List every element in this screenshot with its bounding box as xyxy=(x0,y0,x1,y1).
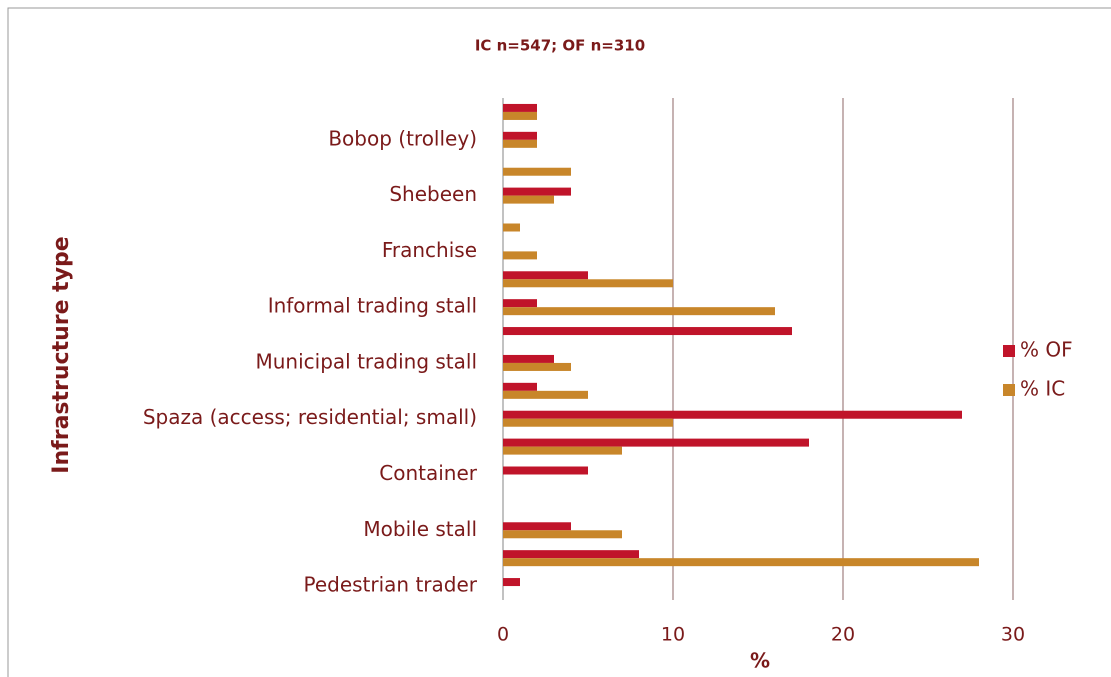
y-tick-label: Shebeen xyxy=(389,182,477,206)
legend-label: % IC xyxy=(1020,377,1065,401)
bar xyxy=(503,167,571,176)
bar xyxy=(503,418,673,427)
legend-label: % OF xyxy=(1020,338,1073,362)
bar xyxy=(503,327,792,336)
bar xyxy=(503,131,537,140)
x-tick-label: 30 xyxy=(1001,624,1025,646)
bar xyxy=(503,279,673,288)
chart-title: IC n=547; OF n=310 xyxy=(475,37,645,55)
bar xyxy=(503,362,571,371)
x-tick-label: 0 xyxy=(497,624,509,646)
bar xyxy=(503,382,537,391)
bar xyxy=(503,530,622,539)
bar xyxy=(503,522,571,531)
y-tick-label: Franchise xyxy=(382,238,477,262)
bar xyxy=(503,111,537,120)
bar xyxy=(503,187,571,196)
legend-swatch xyxy=(1003,345,1015,357)
y-tick-label: Container xyxy=(379,461,478,485)
x-axis-title: % xyxy=(750,649,770,673)
bar xyxy=(503,550,639,559)
y-tick-label: Informal trading stall xyxy=(268,294,477,318)
bar xyxy=(503,438,809,447)
y-tick-label: Bobop (trolley) xyxy=(328,126,477,150)
x-tick-label: 20 xyxy=(831,624,855,646)
bar xyxy=(503,223,520,232)
bar xyxy=(503,251,537,260)
bar xyxy=(503,271,588,280)
bar xyxy=(503,466,588,475)
bar xyxy=(503,103,537,112)
y-tick-label: Spaza (access; residential; small) xyxy=(143,405,477,429)
bar xyxy=(503,307,775,316)
bar xyxy=(503,558,979,567)
legend-swatch xyxy=(1003,384,1015,396)
y-tick-label: Mobile stall xyxy=(363,517,477,541)
bar xyxy=(503,354,554,363)
y-tick-label: Municipal trading stall xyxy=(255,349,477,373)
bar xyxy=(503,390,588,399)
bar xyxy=(503,410,962,419)
y-tick-label: Pedestrian trader xyxy=(303,573,477,597)
chart-frame xyxy=(7,7,1111,677)
x-tick-label: 10 xyxy=(661,624,685,646)
bar xyxy=(503,446,622,455)
bar xyxy=(503,299,537,308)
y-axis-title: Infrastructure type xyxy=(49,236,74,473)
bar xyxy=(503,578,520,587)
bar xyxy=(503,195,554,204)
bar xyxy=(503,139,537,148)
